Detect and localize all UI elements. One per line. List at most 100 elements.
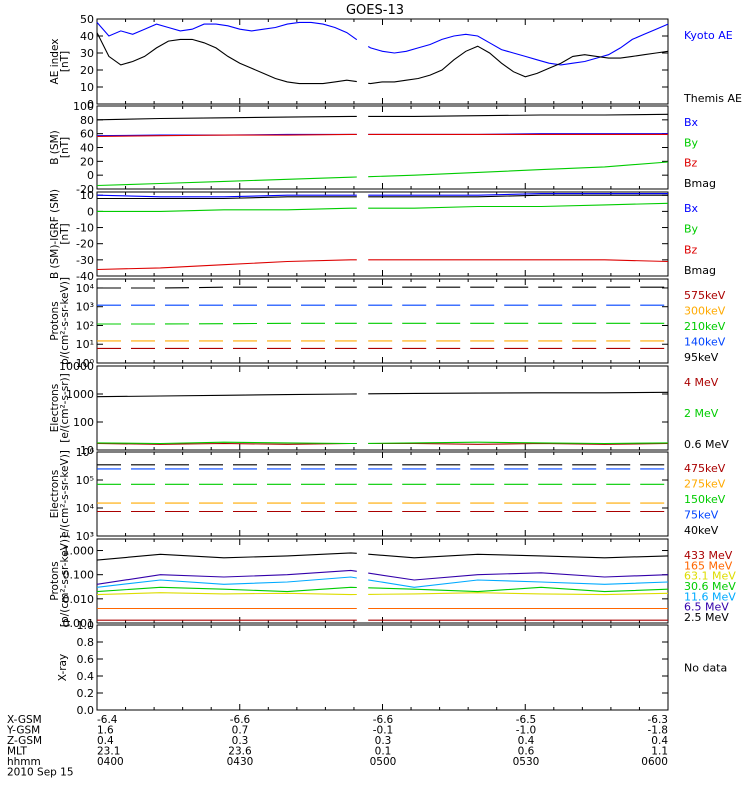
- y-tick-label: 10²: [76, 319, 94, 332]
- series-line-11-6-mev: [368, 579, 669, 588]
- y-tick-label: 80: [80, 114, 94, 127]
- y-axis-label: e/(cm²-s-sr-keV)]: [59, 450, 71, 538]
- x-table-value: 0430: [227, 756, 254, 768]
- x-table-value: 0.7: [232, 725, 249, 737]
- date-label: 2010 Sep 15: [7, 767, 74, 779]
- legend-label: 300keV: [684, 305, 726, 318]
- y-axis-label: [e/(cm²-s-sr)]: [59, 373, 71, 442]
- series-line-2-mev: [368, 441, 669, 445]
- y-tick-label: 1000: [66, 388, 94, 401]
- legend-label: 150keV: [684, 493, 726, 506]
- legend-label: 11.6 MeV: [684, 590, 736, 603]
- x-table-value: -6.6: [230, 714, 251, 726]
- panel-xray: 0.0 0.2 0.4 0.6 0.8 1.0 X-ray No data: [57, 619, 727, 717]
- no-data-label: No data: [684, 662, 727, 675]
- x-table-value: 0530: [513, 756, 540, 768]
- series-line-bz: [96, 259, 357, 271]
- x-table-value: -1.8: [648, 725, 669, 737]
- x-table-value: 0400: [97, 756, 124, 768]
- x-table-value: 0.4: [518, 735, 535, 747]
- x-table-value: 0.3: [232, 735, 249, 747]
- legend-label: 275keV: [684, 478, 726, 491]
- y-tick-label: 0.8: [77, 636, 95, 649]
- y-tick-label: 10: [80, 189, 94, 202]
- y-tick-label: 10⁴: [76, 282, 95, 295]
- legend-label: 0.6 MeV: [684, 438, 729, 451]
- y-tick-label: 100: [73, 100, 94, 113]
- y-tick-label: 10: [80, 81, 94, 94]
- y-axis-label: p/(cm²-s-sr-keV)]: [59, 277, 71, 365]
- y-tick-label: 0.2: [77, 687, 95, 700]
- panel-frame: [96, 624, 669, 711]
- series-line-by: [368, 161, 669, 178]
- x-table-value: 1.6: [97, 725, 114, 737]
- x-table-value: -1.0: [516, 725, 537, 737]
- legend-label: 2 MeV: [684, 407, 719, 420]
- legend-label: Bmag: [684, 177, 716, 190]
- panel-protons_mev: 0.001 0.010 0.100 1.000Protons[p/(cm²-s-sr-…: [49, 535, 736, 630]
- x-table-row-label: X-GSM: [7, 714, 42, 726]
- series-line-2-5-mev: [96, 552, 357, 561]
- y-tick-label: 1.0: [77, 619, 95, 632]
- y-tick-label: 100: [73, 416, 94, 429]
- y-tick-label: 10³: [76, 301, 94, 314]
- x-table-value: 0.6: [518, 746, 535, 758]
- y-axis-label: [nT]: [59, 137, 71, 158]
- x-table-value: -0.1: [373, 725, 394, 737]
- series-line-by: [368, 202, 669, 209]
- series-line-bmag: [96, 115, 357, 121]
- y-axis-label: [nT]: [59, 51, 71, 72]
- y-tick-label: 60: [80, 128, 94, 141]
- panel-frame: [96, 365, 669, 451]
- panel-bigrf: -40 -30 -20 -10 0 10 B (SM)-IGRF (SM)[nT] Bx By B…: [49, 189, 716, 283]
- y-tick-label: -20: [76, 238, 94, 251]
- y-tick-label: 0.010: [63, 593, 95, 606]
- legend-label: 75keV: [684, 509, 719, 522]
- panel-electrons_mev: 10 100 1000 10000 Electrons[e/(cm²-s-sr)] 4 M…: [49, 360, 729, 457]
- x-table-value: 1.1: [651, 746, 668, 758]
- x-table-row-label: hhmm: [7, 756, 41, 768]
- y-axis-label: [p/(cm²-s-sr-keV)]: [59, 535, 71, 627]
- y-tick-label: 50: [80, 13, 94, 26]
- y-axis-label: Electrons: [49, 470, 61, 519]
- legend-label: By: [684, 136, 699, 149]
- series-line-6-5-mev: [368, 572, 669, 581]
- y-tick-label: 10: [80, 444, 94, 457]
- y-tick-label: 10⁵: [76, 474, 94, 487]
- x-table-value: 0.3: [375, 735, 392, 747]
- series-line-63-1-mev: [368, 592, 669, 596]
- y-axis-label: B (SM): [49, 130, 61, 164]
- y-tick-label: -20: [76, 183, 94, 196]
- panel-frame: [96, 278, 669, 364]
- x-table-value: -6.4: [97, 714, 118, 726]
- y-tick-label: 0.0: [77, 704, 95, 717]
- y-tick-label: 0.100: [63, 569, 95, 582]
- y-tick-label: -40: [76, 270, 94, 283]
- y-tick-label: 0: [87, 169, 94, 182]
- series-line-by: [96, 176, 357, 187]
- legend-label: 475keV: [684, 462, 726, 475]
- series-line-bmag: [97, 196, 357, 200]
- x-table-row-label: Y-GSM: [6, 725, 40, 737]
- legend-label: 210keV: [684, 320, 726, 333]
- y-tick-label: 0.001: [63, 617, 95, 630]
- legend-label: 433 MeV: [684, 549, 733, 562]
- y-tick-label: -10: [76, 222, 94, 235]
- legend-label: Bmag: [684, 264, 716, 277]
- x-table-value: 0.1: [375, 746, 392, 758]
- x-table-value: 0500: [370, 756, 397, 768]
- y-tick-label: 40: [80, 142, 94, 155]
- y-axis-label: AE index: [49, 39, 61, 85]
- series-line-kyoto-ae: [367, 23, 669, 66]
- legend-label: Bz: [684, 243, 698, 256]
- y-axis-label: X-ray: [57, 654, 69, 681]
- series-line-bmag: [368, 113, 669, 117]
- series-line-63-1-mev: [96, 592, 357, 596]
- x-axis-table: X-GSM -6.4 -6.6 -6.6 -6.5 -6.3 Y-GSM 1.6 0.7 -0.1…: [6, 714, 668, 779]
- series-line-0-6-mev: [368, 391, 669, 395]
- legend-label: 165 MeV: [684, 559, 733, 572]
